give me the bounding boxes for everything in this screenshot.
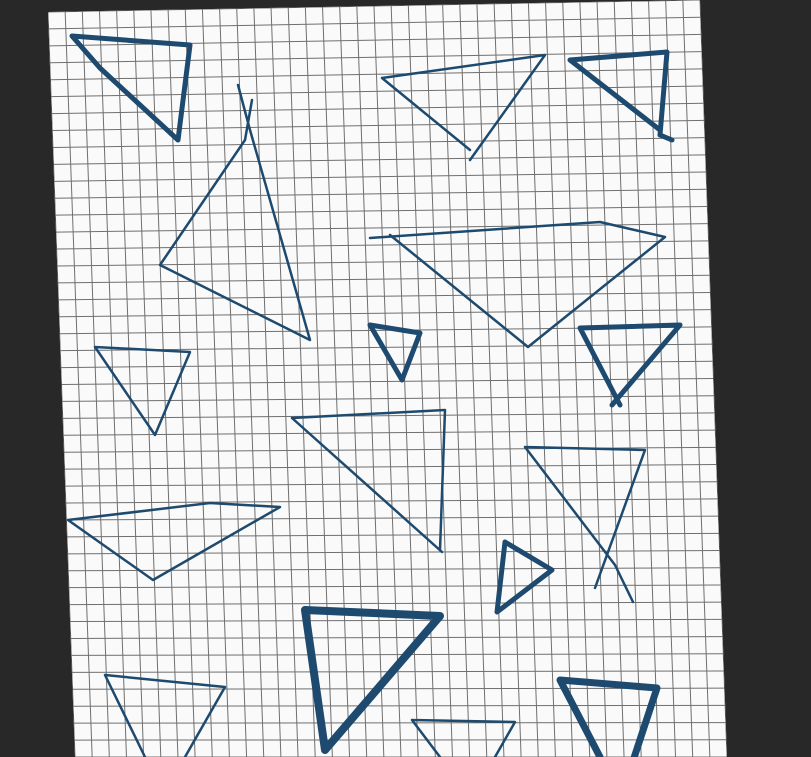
grid-line <box>54 188 707 199</box>
grid-line <box>68 567 721 572</box>
grid-line <box>57 257 710 267</box>
grid-line <box>59 309 712 318</box>
grid-line <box>57 274 710 284</box>
grid-line <box>72 687 725 690</box>
grid-line <box>71 670 724 673</box>
triangle <box>410 718 517 757</box>
grid-line <box>49 51 702 64</box>
grid-line <box>51 85 704 98</box>
grid-line <box>52 137 705 148</box>
grid-line <box>71 653 724 656</box>
grid-line <box>67 532 720 538</box>
grid-line <box>53 154 706 165</box>
grid-line <box>66 515 719 521</box>
grid-line <box>55 223 708 233</box>
triangle <box>158 83 312 342</box>
triangle <box>368 220 667 349</box>
grid-line <box>52 119 705 132</box>
grid-line <box>48 16 701 30</box>
grid-line <box>65 481 718 487</box>
triangle <box>367 322 423 383</box>
grid-line <box>48 0 701 13</box>
triangle <box>301 606 444 754</box>
triangle <box>556 676 661 757</box>
grid-line <box>54 171 707 182</box>
grid-line <box>60 360 713 369</box>
grid-line <box>62 412 715 419</box>
triangle <box>66 501 282 582</box>
grid-line <box>67 550 720 555</box>
triangle <box>69 33 193 143</box>
triangle <box>577 322 683 408</box>
grid-line <box>55 205 708 216</box>
grid-line <box>70 636 723 639</box>
triangle <box>93 345 192 437</box>
grid-line <box>58 291 711 301</box>
triangle <box>103 673 227 757</box>
triangle <box>567 49 675 143</box>
grid-line <box>69 601 722 606</box>
grid-line <box>63 429 716 436</box>
triangle <box>523 445 647 604</box>
grid-line <box>64 464 717 470</box>
grid-line <box>56 240 709 250</box>
grid-line <box>73 704 726 707</box>
grid-line <box>70 618 723 623</box>
grid-line <box>51 102 704 115</box>
triangle <box>290 408 447 554</box>
grid <box>48 0 727 757</box>
triangle <box>494 539 555 615</box>
grid-line <box>65 498 718 504</box>
triangle <box>380 53 547 162</box>
grid-line <box>73 722 726 724</box>
grid-line <box>68 584 721 589</box>
grid-line <box>50 68 703 81</box>
triangles <box>66 33 683 757</box>
grid-line <box>60 343 713 352</box>
